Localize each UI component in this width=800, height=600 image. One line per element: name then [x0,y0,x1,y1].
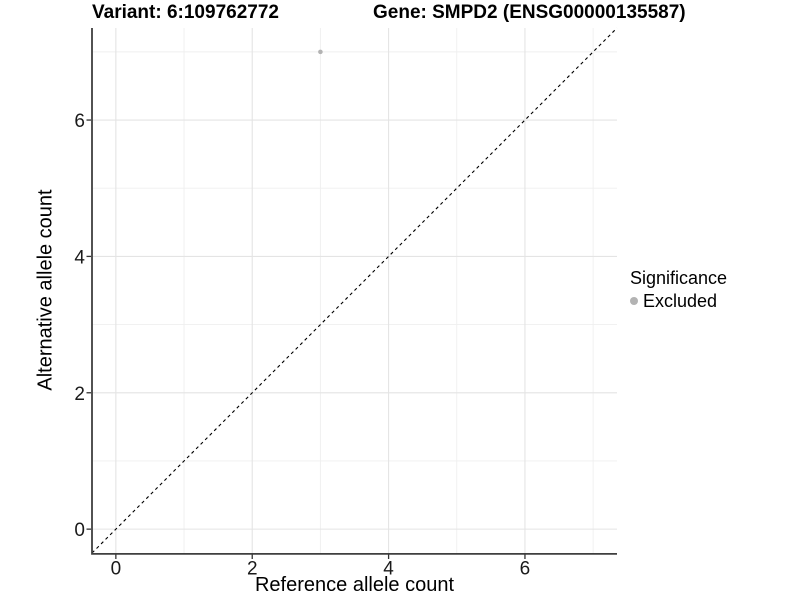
y-axis-title: Alternative allele count [34,189,57,391]
x-tick-label: 4 [383,559,394,580]
y-tick-label: 6 [74,111,85,132]
identity-dashed-line [91,27,618,554]
y-tick-label: 2 [74,384,85,405]
axis-lines [91,28,617,555]
x-tick-label: 6 [520,559,531,580]
x-axis-title: Reference allele count [254,574,454,596]
plot-title-variant: Variant: 6:109762772 [92,2,279,23]
plot-title-gene: Gene: SMPD2 (ENSG00000135587) [373,2,686,23]
y-tick-label: 4 [74,247,85,268]
legend-entry-excluded: Excluded [630,291,727,311]
x-tick-label: 0 [111,559,122,580]
legend-entry-label: Excluded [643,291,718,311]
x-tick-label: 2 [247,559,258,580]
legend-point-icon [630,297,638,305]
y-tick-label: 0 [74,520,85,541]
legend-title: Significance [630,268,728,288]
data-point [318,49,323,55]
legend: Significance Excluded [630,268,727,311]
